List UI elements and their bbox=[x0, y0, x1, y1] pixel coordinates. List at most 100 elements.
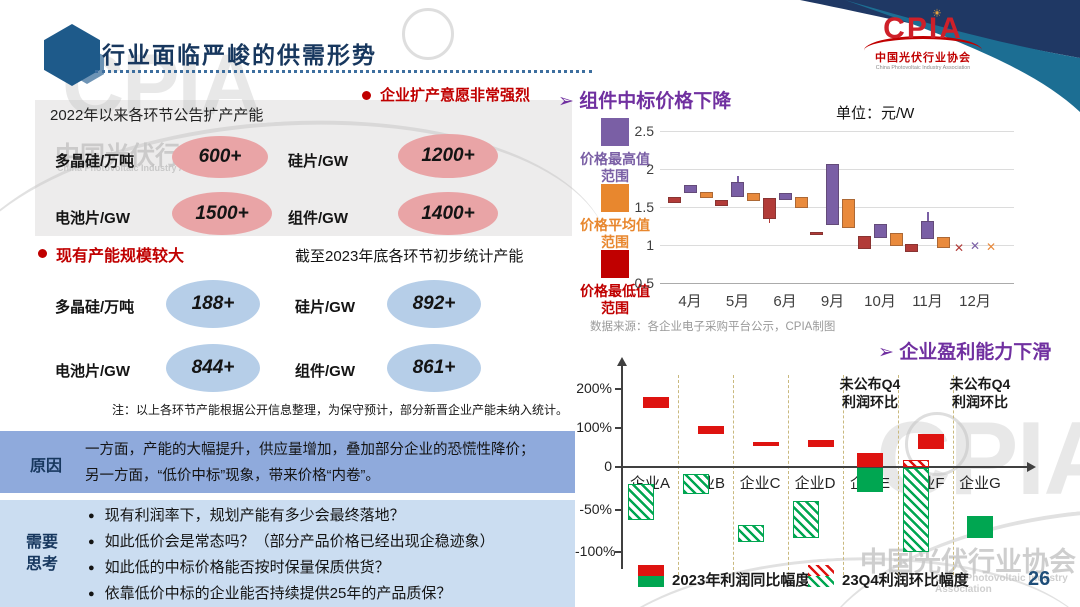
price-heading-text: 组件中标价格下降 bbox=[579, 91, 732, 112]
bullet-icon-existing bbox=[38, 249, 47, 258]
legend-green-solid bbox=[638, 576, 664, 587]
bar-negative-hatched bbox=[793, 501, 819, 538]
price-box-avg bbox=[937, 236, 950, 249]
bar-negative-hatched bbox=[628, 484, 654, 520]
price-box-high bbox=[921, 220, 934, 240]
think-box: 需要 思考 ● 现有利润率下，规划产能有多少会最终落地？ ● 如此低价会是常态吗？（… bbox=[0, 500, 575, 607]
y-tick bbox=[615, 508, 621, 511]
y-tick-label: 2.5 bbox=[634, 123, 654, 139]
y-tick-label: 100% bbox=[576, 419, 612, 435]
price-box-high bbox=[731, 182, 744, 197]
bar-negative-hatched bbox=[903, 468, 929, 552]
x-tick-label: 11月 bbox=[912, 293, 943, 310]
price-legend-line2: 范围 bbox=[601, 300, 629, 316]
bullet-icon: ● bbox=[88, 536, 95, 548]
profit-legend-label-0: 2023年利润同比幅度 bbox=[672, 572, 811, 589]
price-box-high bbox=[683, 185, 697, 193]
list-item: ● 如此低价会是常态吗？（部分产品价格已经出现企稳迹象） bbox=[88, 529, 495, 555]
bullet-icon: ● bbox=[88, 510, 95, 522]
existing-heading: 现有产能规模较大 bbox=[56, 248, 185, 265]
category-separator bbox=[897, 375, 899, 575]
header-note: 企业扩产意愿非常强烈 bbox=[380, 87, 531, 104]
legend-green-hatched bbox=[808, 576, 834, 587]
x-tick-label: 12月 bbox=[959, 293, 991, 310]
x-tick-label: 6月 bbox=[773, 293, 797, 310]
think-label-line1: 需要 bbox=[26, 534, 59, 551]
price-box-avg bbox=[889, 233, 903, 246]
price-box-high bbox=[778, 192, 792, 200]
price-legend-swatch bbox=[601, 118, 629, 146]
existing-oval-1: 892+ bbox=[387, 280, 481, 328]
existing-oval-2: 844+ bbox=[166, 344, 260, 392]
legend-red-hatched bbox=[808, 565, 834, 576]
chart-annotation: 未公布Q4 利润环比 bbox=[825, 375, 915, 411]
bar-negative-solid bbox=[967, 516, 993, 539]
category-separator bbox=[732, 375, 734, 575]
profit-heading-text: 企业盈利能力下滑 bbox=[899, 342, 1052, 363]
think-bullet-3: 依靠低价中标的企业能否持续提供25年的产品质保？ bbox=[104, 585, 452, 602]
bar-positive-solid bbox=[808, 439, 834, 448]
existing-label-0: 多晶硅/万吨 bbox=[55, 299, 135, 316]
cpia-logo: CPIA ☀ 中国光伏行业协会 China Photovoltaic Indus… bbox=[858, 8, 988, 71]
logo-sun-icon: ☀ bbox=[932, 8, 942, 20]
capacity-oval-3: 1400+ bbox=[398, 192, 498, 235]
arrow-bullet-icon: ➢ bbox=[878, 342, 894, 363]
price-box-high bbox=[826, 163, 839, 225]
legend-red-solid bbox=[638, 565, 664, 576]
price-whisker bbox=[737, 176, 739, 183]
x-tick-label: 5月 bbox=[725, 293, 750, 310]
arrow-bullet-icon: ➢ bbox=[558, 91, 574, 112]
gridline bbox=[660, 131, 1014, 132]
existing-label-1: 硅片/GW bbox=[295, 299, 355, 316]
bar-negative-hatched bbox=[738, 524, 764, 542]
price-legend-line1: 价格最高值 bbox=[580, 151, 650, 167]
price-box-low bbox=[667, 196, 681, 203]
price-whisker bbox=[927, 211, 929, 221]
x-category-label: 企业G bbox=[959, 475, 1001, 492]
price-box-avg bbox=[747, 192, 760, 202]
profit-section-heading: ➢ 企业盈利能力下滑 bbox=[878, 337, 1051, 364]
price-source-note: 数据来源：各企业电子采购平台公示，CPIA制图 bbox=[590, 321, 836, 333]
price-box-low bbox=[810, 231, 823, 236]
y-axis-arrow bbox=[616, 357, 627, 366]
bar-negative-solid bbox=[857, 468, 883, 492]
bar-positive-solid bbox=[857, 452, 883, 467]
capacity-oval-2: 1500+ bbox=[172, 192, 272, 235]
y-tick-label: 1 bbox=[646, 237, 654, 253]
think-label-line2: 思考 bbox=[26, 556, 59, 573]
existing-oval-3: 861+ bbox=[387, 344, 481, 392]
price-y-labels: 2.5 2 1.5 1 0.5 bbox=[620, 123, 656, 302]
price-x-marker: ✕ bbox=[985, 240, 997, 255]
price-whisker bbox=[768, 218, 770, 224]
capacity-oval-1: 1200+ bbox=[398, 134, 498, 178]
profit-legend-label-1: 23Q4利润环比幅度 bbox=[842, 572, 969, 589]
existing-label-3: 组件/GW bbox=[295, 363, 355, 380]
y-tick-label: 200% bbox=[576, 380, 612, 396]
existing-subheading: 截至2023年底各环节初步统计产能 bbox=[295, 248, 524, 265]
price-legend-line1: 价格平均值 bbox=[580, 217, 650, 233]
watermark-sun-topleft bbox=[402, 8, 454, 60]
chart-annotation-line: 利润环比 bbox=[842, 394, 898, 410]
price-unit-label: 单位：元/W bbox=[836, 105, 915, 122]
list-item: ● 如此低的中标价格能否按时保量保质供货？ bbox=[88, 555, 495, 581]
bullet-icon: ● bbox=[88, 562, 95, 574]
price-box-low bbox=[715, 199, 728, 206]
think-bullet-list: ● 现有利润率下，规划产能有多少会最终落地？ ● 如此低价会是常态吗？（部分产品价格… bbox=[88, 503, 495, 607]
bar-positive-solid bbox=[698, 426, 724, 434]
x-category-label: 企业C bbox=[739, 475, 781, 492]
reason-box: 原因 一方面，产能的大幅提升，供应量增加，叠加部分企业的恐慌性降价； 另一方面，… bbox=[0, 431, 575, 493]
price-box-low bbox=[762, 198, 776, 219]
bullet-icon-expansion-note bbox=[362, 91, 371, 100]
think-bullet-2: 如此低的中标价格能否按时保量保质供货？ bbox=[104, 559, 390, 576]
price-legend-line2: 范围 bbox=[601, 168, 629, 184]
price-box-low bbox=[857, 236, 871, 250]
x-axis bbox=[615, 466, 1029, 468]
logo-arc bbox=[864, 36, 982, 65]
reason-line2: 另一方面，“低价中标”现象，带来价格“内卷”。 bbox=[85, 468, 380, 484]
logo-org-en: China Photovoltaic Industry Association bbox=[875, 65, 971, 71]
capacity-note: 注：以上各环节产能根据公开信息整理，为保守预计，部分新晋企业产能未纳入统计。 bbox=[112, 403, 569, 417]
y-tick-label: 0.5 bbox=[634, 275, 654, 291]
category-separator bbox=[677, 375, 679, 575]
